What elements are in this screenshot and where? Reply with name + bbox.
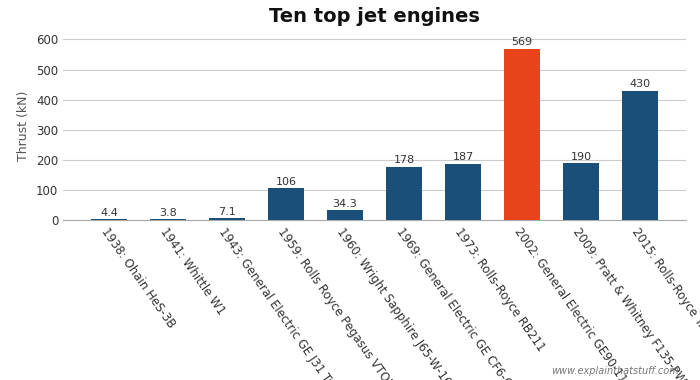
Text: 4.4: 4.4: [100, 207, 118, 218]
Text: 3.8: 3.8: [159, 208, 177, 218]
Bar: [150, 219, 186, 220]
Bar: [564, 163, 598, 220]
Bar: [504, 49, 540, 220]
Y-axis label: Thrust (kN): Thrust (kN): [18, 90, 30, 161]
Text: 569: 569: [512, 37, 533, 47]
Text: 178: 178: [393, 155, 414, 165]
Text: www.explainthatstuff.com: www.explainthatstuff.com: [552, 366, 679, 376]
Text: 106: 106: [276, 177, 297, 187]
Text: 34.3: 34.3: [332, 198, 358, 209]
Bar: [268, 188, 304, 220]
Text: 430: 430: [629, 79, 650, 89]
Text: 187: 187: [452, 152, 474, 163]
Bar: [386, 167, 421, 220]
Bar: [209, 218, 245, 220]
Bar: [328, 210, 363, 220]
Text: 190: 190: [570, 152, 592, 162]
Bar: [445, 164, 481, 220]
Title: Ten top jet engines: Ten top jet engines: [269, 7, 480, 26]
Bar: [91, 219, 127, 220]
Text: 7.1: 7.1: [218, 207, 236, 217]
Bar: [622, 91, 658, 220]
